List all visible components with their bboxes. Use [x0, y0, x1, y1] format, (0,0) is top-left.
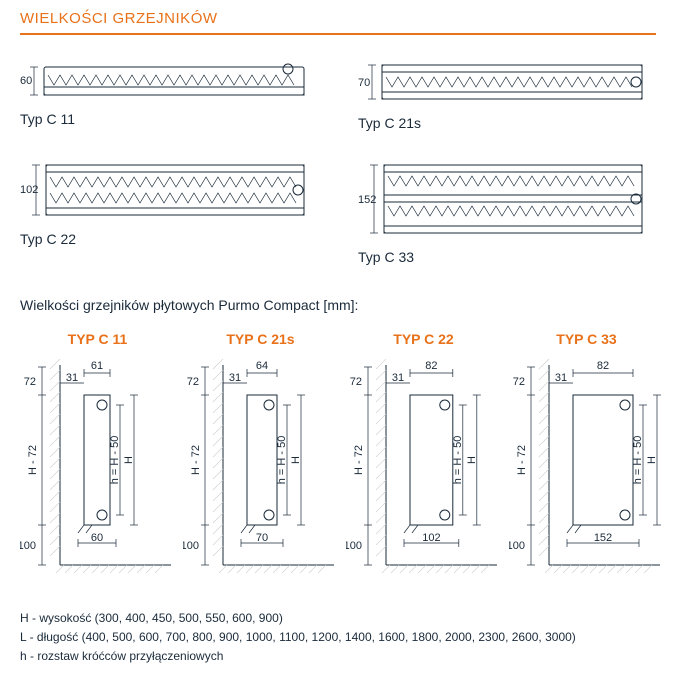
label-c21s: Typ C 21s	[358, 115, 656, 131]
svg-text:h = H - 50: h = H - 50	[632, 436, 644, 485]
svg-text:72: 72	[513, 376, 525, 388]
elev-0: TYP C 11 61 31	[20, 331, 175, 588]
svg-text:H: H	[290, 456, 302, 464]
svg-text:H: H	[123, 456, 135, 464]
dim-c11-depth: 60	[20, 75, 32, 87]
svg-text:H - 72: H - 72	[27, 445, 39, 475]
svg-text:61: 61	[91, 360, 103, 372]
xsec-c22: 102 Typ C 22	[20, 159, 318, 265]
dim-c21s-depth: 70	[358, 77, 370, 89]
svg-text:60: 60	[91, 532, 103, 544]
svg-text:72: 72	[350, 376, 362, 388]
subhead: Wielkości grzejników płytowych Purmo Com…	[20, 297, 656, 313]
svg-text:H: H	[646, 456, 658, 464]
elev-head-3: TYP C 33	[509, 331, 664, 347]
xsec-c21s: 70 Typ C 21s	[358, 59, 656, 131]
elev-3: TYP C 33 82 31	[509, 331, 664, 588]
svg-text:H: H	[466, 456, 478, 464]
elev-head-0: TYP C 11	[20, 331, 175, 347]
svg-text:h = H - 50: h = H - 50	[452, 436, 464, 485]
elev-head-2: TYP C 22	[346, 331, 501, 347]
legend-H: H - wysokość (300, 400, 450, 500, 550, 6…	[20, 610, 656, 626]
svg-text:100: 100	[20, 540, 36, 552]
svg-text:H - 72: H - 72	[353, 445, 365, 475]
svg-text:82: 82	[425, 360, 437, 372]
elevation-grid: TYP C 11 61 31	[20, 331, 656, 588]
label-c11: Typ C 11	[20, 111, 318, 127]
svg-text:100: 100	[346, 540, 362, 552]
elev-1: TYP C 21s 64 31	[183, 331, 338, 588]
legend-h: h - rozstaw króćców przyłączeniowych	[20, 648, 656, 664]
svg-text:82: 82	[597, 360, 609, 372]
title-rule	[20, 33, 656, 35]
svg-text:72: 72	[187, 376, 199, 388]
legend-L: L - długość (400, 500, 600, 700, 800, 90…	[20, 629, 656, 645]
svg-text:102: 102	[422, 532, 440, 544]
dim-c22-depth: 102	[20, 184, 38, 196]
legend: H - wysokość (300, 400, 450, 500, 550, 6…	[20, 610, 656, 665]
svg-text:100: 100	[183, 540, 199, 552]
svg-text:152: 152	[594, 532, 612, 544]
elev-head-1: TYP C 21s	[183, 331, 338, 347]
svg-text:72: 72	[24, 376, 36, 388]
label-c33: Typ C 33	[358, 249, 656, 265]
label-c22: Typ C 22	[20, 231, 318, 247]
svg-text:31: 31	[66, 372, 78, 384]
dim-c33-depth: 152	[358, 194, 376, 206]
elev-2: TYP C 22 82 31	[346, 331, 501, 588]
svg-text:h = H - 50: h = H - 50	[109, 436, 121, 485]
svg-text:64: 64	[256, 360, 268, 372]
cross-section-grid: 60 Typ C 11 70 Typ C 21s	[20, 59, 656, 265]
svg-text:100: 100	[509, 540, 525, 552]
svg-text:31: 31	[392, 372, 404, 384]
xsec-c33: 152 Typ C 33	[358, 159, 656, 265]
svg-text:70: 70	[256, 532, 268, 544]
svg-text:31: 31	[555, 372, 567, 384]
page-title: WIELKOŚCI GRZEJNIKÓW	[20, 10, 656, 27]
svg-text:h = H - 50: h = H - 50	[276, 436, 288, 485]
xsec-c11: 60 Typ C 11	[20, 59, 318, 131]
svg-text:31: 31	[229, 372, 241, 384]
svg-text:H - 72: H - 72	[516, 445, 528, 475]
svg-text:H - 72: H - 72	[190, 445, 202, 475]
